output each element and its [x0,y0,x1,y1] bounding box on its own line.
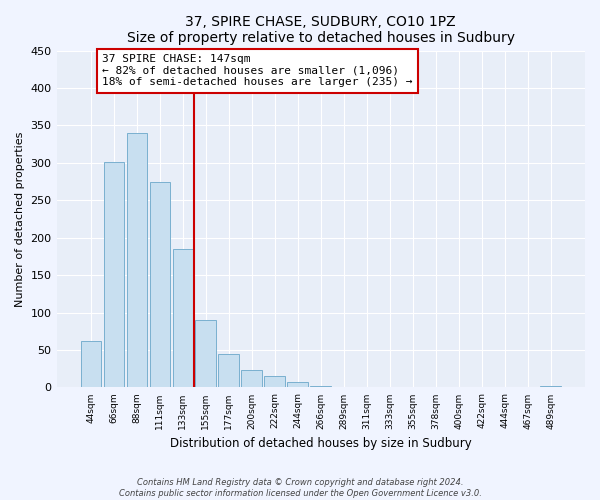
Bar [472,386,492,388]
Bar [265,376,285,388]
Bar [287,382,308,388]
Bar [379,386,400,388]
Bar [540,386,561,388]
Bar [149,182,170,388]
Bar [80,341,101,388]
Bar [425,386,446,388]
Bar [334,386,354,388]
Bar [127,133,147,388]
Bar [517,386,538,388]
X-axis label: Distribution of detached houses by size in Sudbury: Distribution of detached houses by size … [170,437,472,450]
Y-axis label: Number of detached properties: Number of detached properties [15,132,25,306]
Bar [356,386,377,388]
Bar [196,320,216,388]
Bar [104,162,124,388]
Bar [448,386,469,388]
Text: Contains HM Land Registry data © Crown copyright and database right 2024.
Contai: Contains HM Land Registry data © Crown c… [119,478,481,498]
Bar [218,354,239,388]
Bar [241,370,262,388]
Title: 37, SPIRE CHASE, SUDBURY, CO10 1PZ
Size of property relative to detached houses : 37, SPIRE CHASE, SUDBURY, CO10 1PZ Size … [127,15,515,45]
Bar [310,386,331,388]
Bar [403,386,423,388]
Text: 37 SPIRE CHASE: 147sqm
← 82% of detached houses are smaller (1,096)
18% of semi-: 37 SPIRE CHASE: 147sqm ← 82% of detached… [103,54,413,88]
Bar [494,386,515,388]
Bar [173,249,193,388]
